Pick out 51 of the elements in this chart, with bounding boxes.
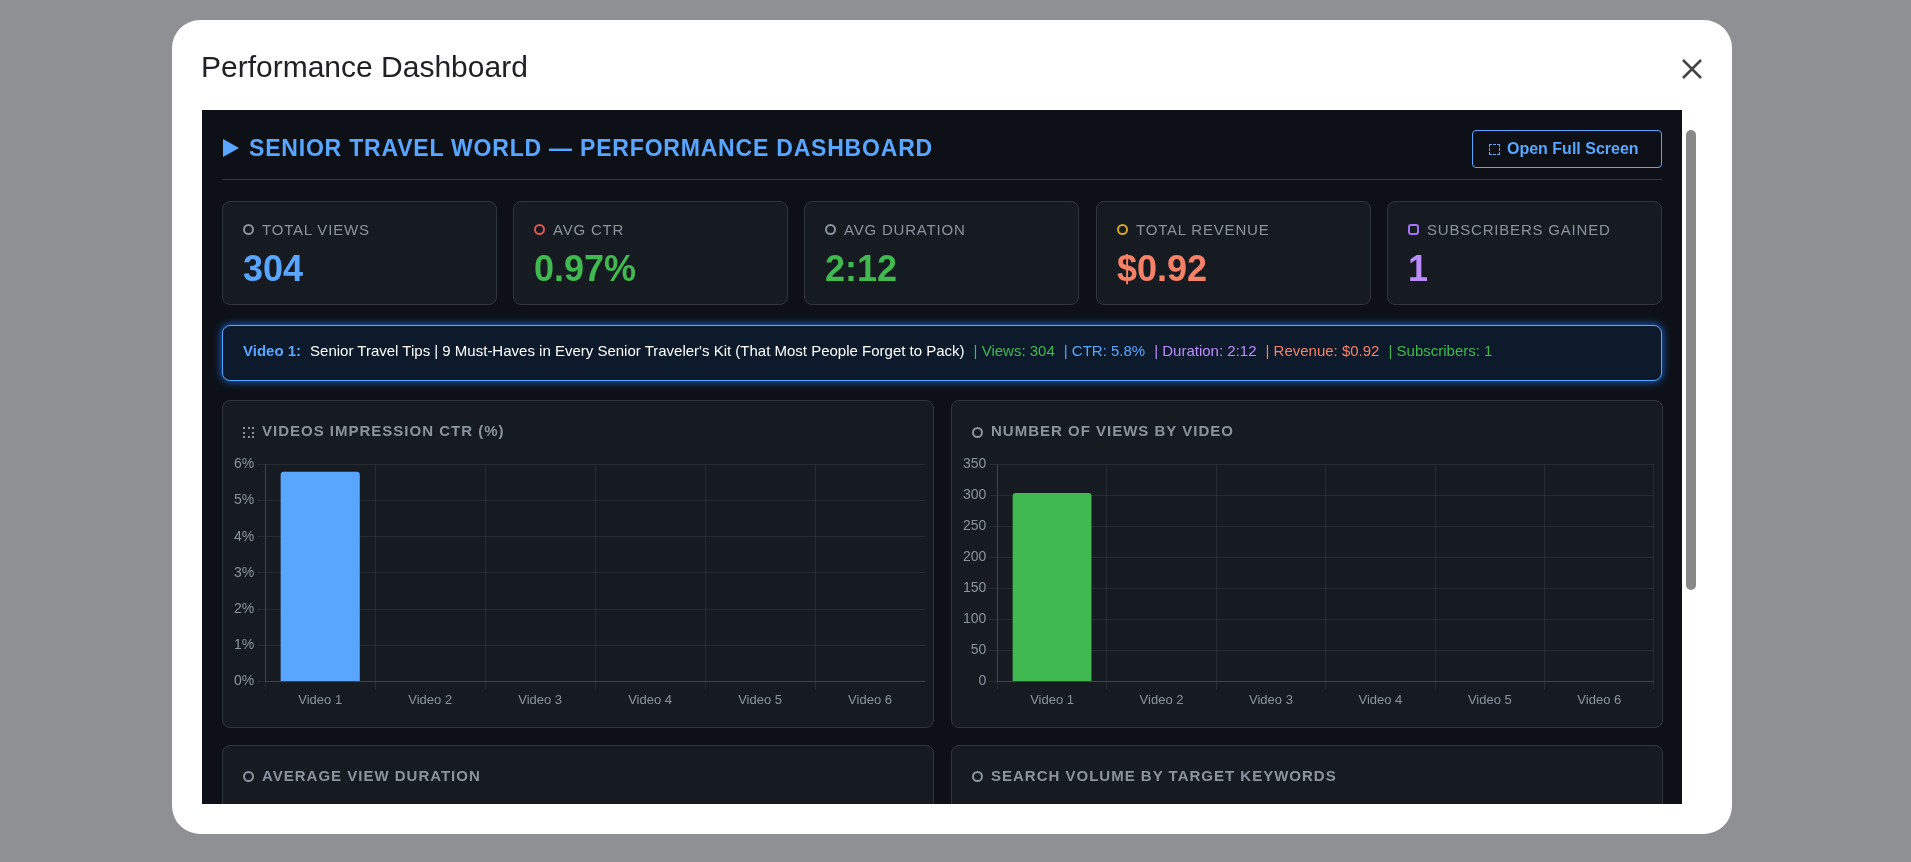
x-tick-label: Video 6 bbox=[848, 691, 892, 707]
y-tick-label: 6% bbox=[234, 455, 255, 472]
text: Performance Dashboard bbox=[201, 50, 528, 84]
y-tick-label: 300 bbox=[963, 486, 987, 503]
y-tick-label: 2% bbox=[234, 599, 255, 616]
x-tick-label: Video 4 bbox=[1358, 691, 1403, 707]
text: | CTR: 5.8% bbox=[1063, 342, 1146, 359]
x-tick-label: Video 1 bbox=[1030, 691, 1075, 707]
x-tick-label: Video 5 bbox=[738, 691, 782, 707]
text: Open Full Screen bbox=[1507, 140, 1639, 158]
text: Senior Travel Tips | 9 Must-Haves in Every Senior Traveler's Kit (That Most People Forget to Pack) bbox=[310, 342, 965, 359]
text: 1 bbox=[1408, 248, 1429, 290]
text: TOTAL REVENUE bbox=[1136, 221, 1270, 238]
x-tick-label: Video 5 bbox=[1467, 691, 1512, 707]
y-tick-label: 3% bbox=[234, 563, 255, 580]
y-tick-label: 100 bbox=[963, 610, 987, 627]
text: SENIOR TRAVEL WORLD — PERFORMANCE DASHBOARD bbox=[249, 135, 933, 162]
text: SEARCH VOLUME BY TARGET KEYWORDS bbox=[991, 767, 1337, 784]
text: AVG DURATION bbox=[844, 221, 966, 238]
y-tick-label: 350 bbox=[963, 455, 987, 472]
y-tick-label: 4% bbox=[234, 527, 255, 544]
chart-title: VIDEOS IMPRESSION CTR (%) bbox=[262, 422, 505, 439]
y-tick-label: 0 bbox=[978, 672, 987, 689]
text: 0.97% bbox=[534, 248, 637, 290]
y-tick-label: 200 bbox=[963, 548, 987, 565]
text: Video 1: bbox=[243, 342, 302, 359]
y-tick-label: 150 bbox=[963, 579, 987, 596]
text: $0.92 bbox=[1117, 248, 1208, 290]
text: 2:12 bbox=[825, 248, 898, 290]
text: | Subscribers: 1 bbox=[1388, 342, 1493, 359]
y-tick-label: 0% bbox=[234, 672, 255, 689]
y-tick-label: 250 bbox=[963, 517, 987, 534]
x-tick-label: Video 2 bbox=[408, 691, 453, 707]
y-tick-label: 5% bbox=[234, 491, 255, 508]
x-tick-label: Video 3 bbox=[518, 691, 563, 707]
y-tick-label: 1% bbox=[234, 636, 255, 653]
chart-title: NUMBER OF VIEWS BY VIDEO bbox=[991, 422, 1234, 439]
text: SUBSCRIBERS GAINED bbox=[1427, 221, 1611, 238]
x-tick-label: Video 6 bbox=[1577, 691, 1622, 707]
x-tick-label: Video 1 bbox=[298, 691, 343, 707]
text: AVG CTR bbox=[553, 221, 625, 238]
y-tick-label: 50 bbox=[970, 641, 987, 658]
x-tick-label: Video 2 bbox=[1139, 691, 1184, 707]
text: | Duration: 2:12 bbox=[1154, 342, 1257, 359]
text: AVERAGE VIEW DURATION bbox=[262, 767, 481, 784]
x-tick-label: Video 3 bbox=[1249, 691, 1293, 707]
text: TOTAL VIEWS bbox=[262, 221, 370, 238]
text: | Views: 304 bbox=[973, 342, 1055, 359]
text: 304 bbox=[243, 248, 304, 290]
text: | Revenue: $0.92 bbox=[1265, 342, 1380, 359]
x-tick-label: Video 4 bbox=[628, 691, 673, 707]
